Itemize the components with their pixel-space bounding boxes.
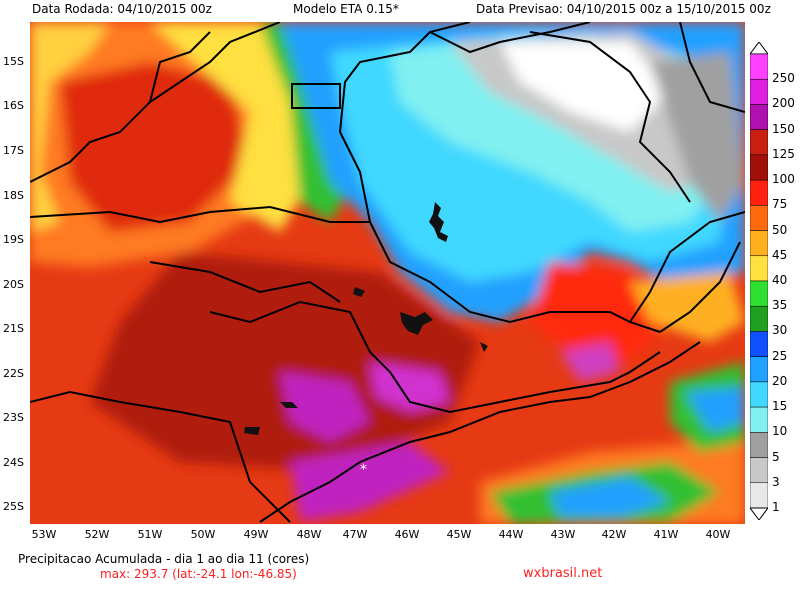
lon-label: 53W: [31, 528, 57, 541]
colorbar-label: 30: [772, 323, 788, 338]
colorbar-label: 50: [772, 222, 788, 237]
lon-label: 46W: [394, 528, 420, 541]
lat-label: 17S: [3, 144, 24, 157]
colorbar-label: 150: [772, 121, 795, 136]
colorbar-swatch: [750, 305, 768, 332]
colorbar-swatch: [750, 406, 768, 433]
colorbar-label: 200: [772, 96, 795, 111]
lon-label: 48W: [296, 528, 322, 541]
lon-label: 43W: [550, 528, 576, 541]
max-value: max: 293.7 (lat:-24.1 lon:-46.85): [100, 567, 297, 581]
colorbar-label: 45: [772, 247, 788, 262]
model-name: Modelo ETA 0.15*: [293, 2, 399, 16]
colorbar-label: 20: [772, 373, 788, 388]
colorbar-swatch: [750, 482, 768, 509]
colorbar-label: 5: [772, 449, 780, 464]
max-marker: *: [360, 462, 367, 478]
run-date: Data Rodada: 04/10/2015 00z: [32, 2, 212, 16]
colorbar-swatch: [750, 432, 768, 458]
lat-label: 15S: [3, 55, 24, 68]
colorbar-swatch: [750, 280, 768, 307]
lon-label: 47W: [342, 528, 368, 541]
forecast-period: Data Previsao: 04/10/2015 00z a 15/10/20…: [476, 2, 771, 16]
colorbar-label: 1: [772, 500, 780, 514]
colorbar-label: 10: [772, 424, 788, 439]
colorbar-swatch: [750, 179, 768, 206]
colorbar-swatch: [750, 457, 768, 484]
lon-label: 49W: [243, 528, 269, 541]
colorbar-label: 75: [772, 197, 788, 212]
colorbar-label: 3: [772, 474, 780, 489]
colorbar-label: 15: [772, 399, 788, 414]
colorbar-swatch: [750, 78, 768, 105]
lon-label: 50W: [190, 528, 216, 541]
lat-label: 20S: [3, 278, 24, 291]
lon-label: 45W: [446, 528, 472, 541]
lat-label: 25S: [3, 500, 24, 513]
lon-label: 40W: [705, 528, 731, 541]
colorbar-label: 250: [772, 71, 795, 86]
colorbar-swatch: [750, 230, 768, 257]
lat-label: 21S: [3, 322, 24, 335]
colorbar-label: 100: [772, 172, 795, 187]
lat-label: 24S: [3, 456, 24, 469]
lon-label: 44W: [498, 528, 524, 541]
colorbar-swatch: [750, 381, 768, 408]
lon-label: 52W: [84, 528, 110, 541]
lat-label: 19S: [3, 233, 24, 246]
colorbar-bottom-arrow: [750, 507, 768, 520]
lat-label: 16S: [3, 99, 24, 112]
colorbar-swatch: [750, 154, 768, 181]
colorbar: [750, 42, 768, 520]
map-title: Precipitacao Acumulada - dia 1 ao dia 11…: [18, 552, 310, 566]
brand-logo: wxbrasil.net: [523, 566, 603, 581]
lat-label: 23S: [3, 411, 24, 424]
colorbar-label: 125: [772, 146, 795, 161]
colorbar-swatch: [750, 104, 768, 130]
colorbar-label: 35: [772, 298, 788, 313]
colorbar-swatch: [750, 129, 768, 156]
colorbar-label: 40: [772, 273, 788, 287]
colorbar-top-arrow: [750, 42, 768, 55]
colorbar-label: 25: [772, 348, 788, 363]
lon-label: 42W: [601, 528, 627, 541]
lat-label: 22S: [3, 367, 24, 380]
colorbar-swatch: [750, 255, 768, 282]
precipitation-map: *: [30, 22, 745, 524]
lon-label: 41W: [653, 528, 679, 541]
colorbar-swatch: [750, 205, 768, 231]
colorbar-swatch: [750, 356, 768, 383]
colorbar-swatch: [750, 53, 768, 80]
colorbar-swatch: [750, 331, 768, 357]
lat-label: 18S: [3, 189, 24, 202]
lon-label: 51W: [137, 528, 163, 541]
